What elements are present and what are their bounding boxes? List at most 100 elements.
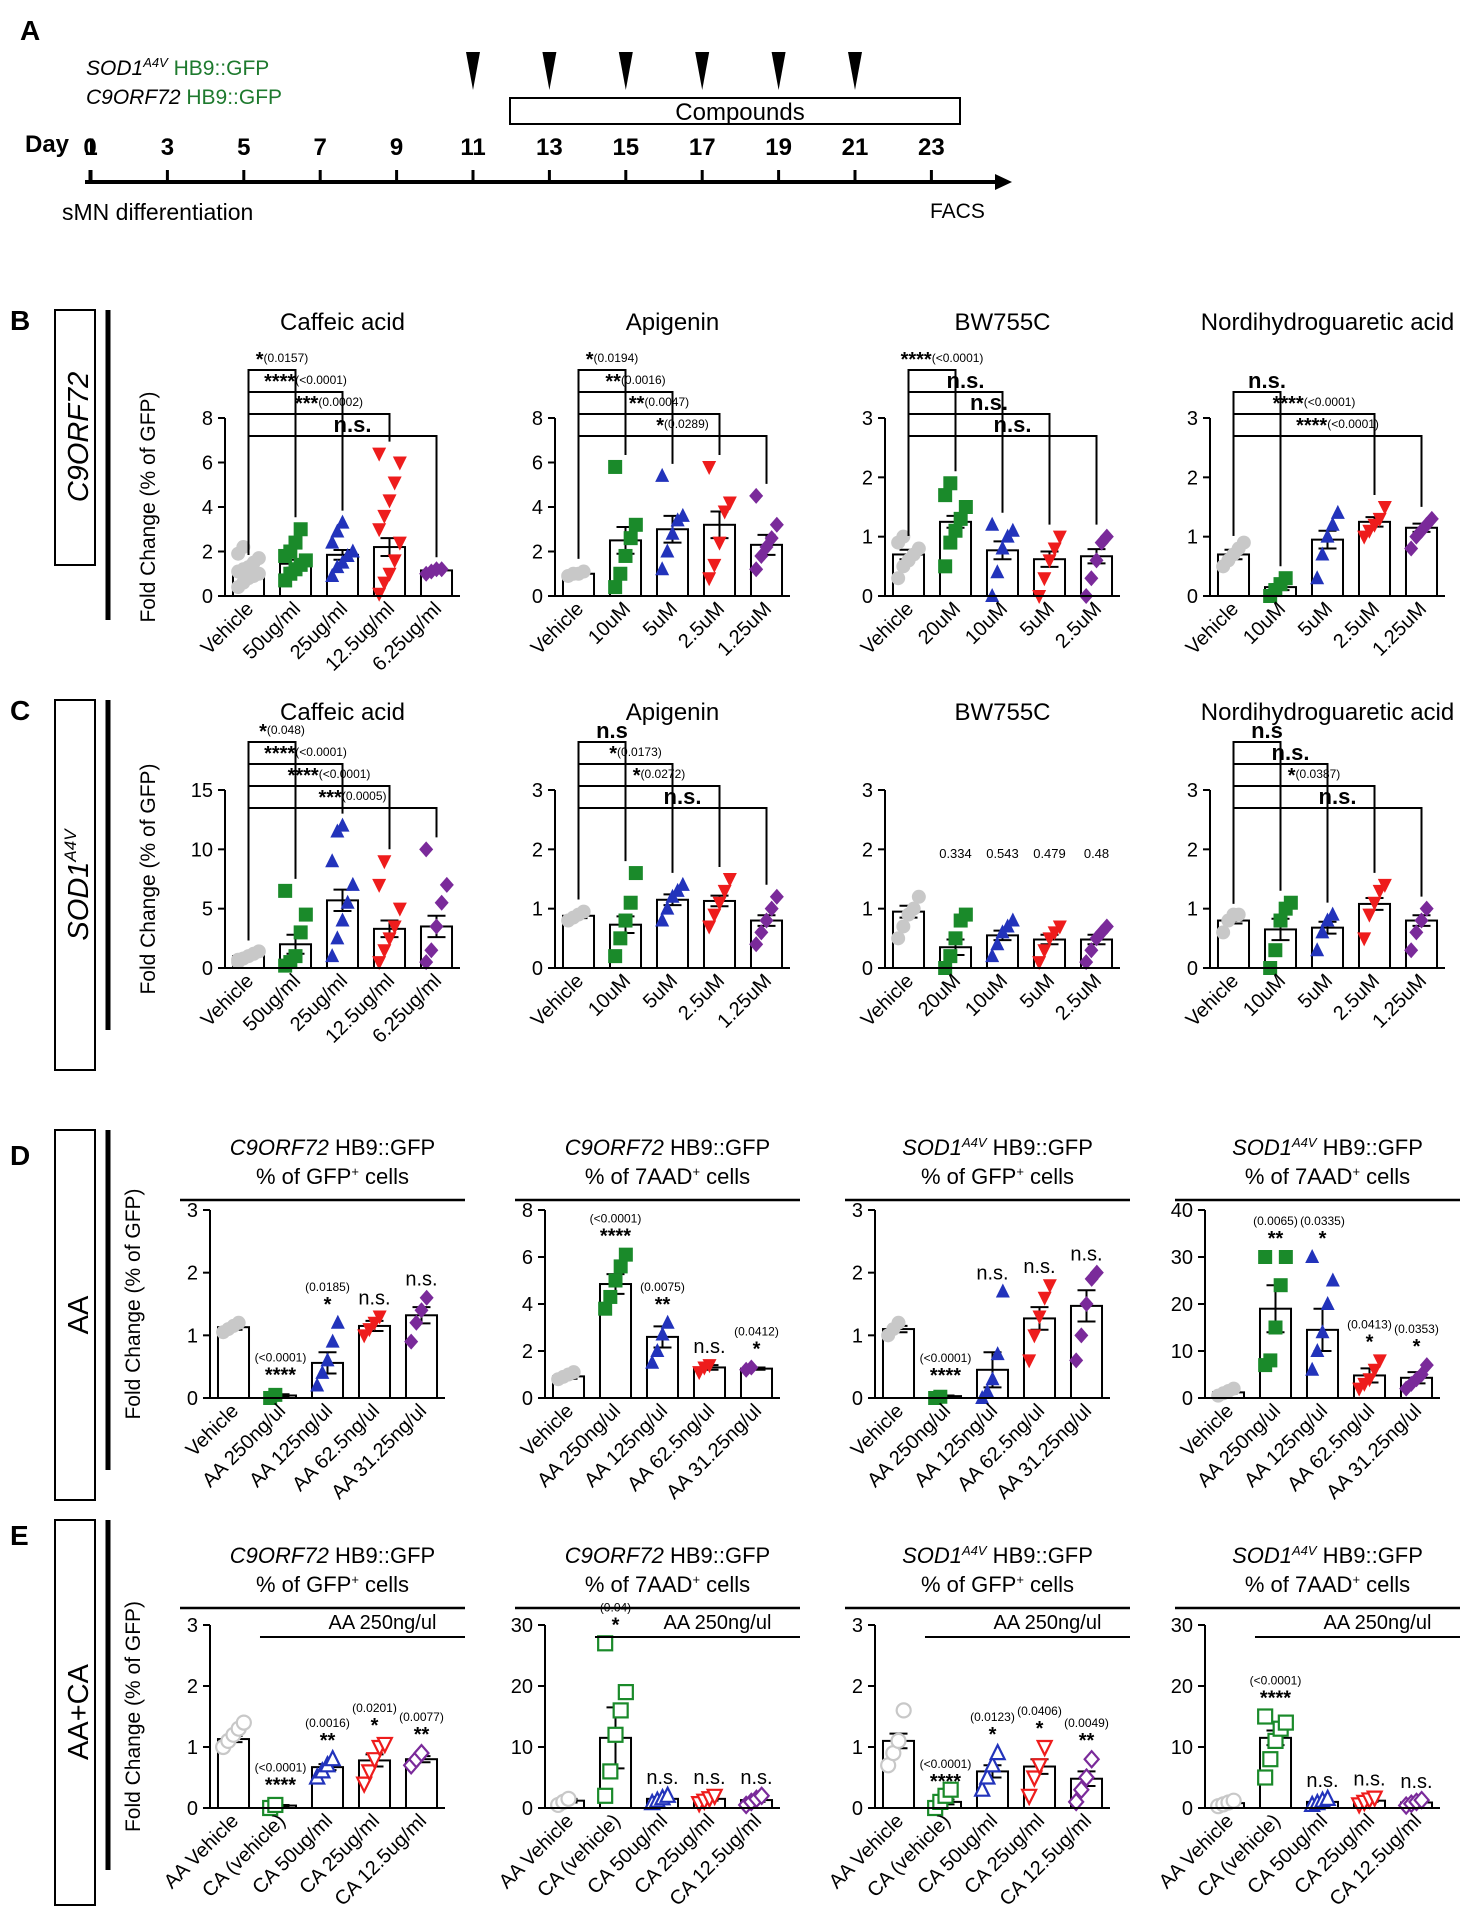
data-point <box>608 949 623 964</box>
data-point <box>906 901 921 916</box>
data-point <box>722 496 737 511</box>
sig-stars: * <box>371 1715 379 1737</box>
data-point <box>325 567 340 582</box>
data-point <box>377 576 392 591</box>
data-point <box>660 1314 675 1329</box>
sig-stars: **** <box>600 1226 631 1248</box>
sig-bracket <box>247 807 438 941</box>
sig-stars: * <box>609 743 617 765</box>
sig-pvalue: (0.0335) <box>1300 1214 1345 1228</box>
subtitle-sup: + <box>692 1164 700 1179</box>
sig-label: **(0.0047) <box>629 393 689 415</box>
data-point <box>749 487 764 504</box>
data-point <box>392 456 407 471</box>
y-tick-label: 4 <box>532 497 543 519</box>
sig-label: n.s. <box>405 1269 437 1291</box>
data-point <box>355 1776 373 1795</box>
data-point <box>759 912 774 929</box>
row-c-sup: A4V <box>61 828 80 863</box>
sig-label: ****(<0.0001) <box>288 765 371 787</box>
sig-stars: *** <box>295 393 319 415</box>
data-point <box>1283 895 1298 910</box>
category-label: 10uM <box>584 598 635 649</box>
data-point <box>1310 570 1325 585</box>
data-point <box>608 1273 623 1288</box>
panel-letter-c: C <box>10 695 30 726</box>
treatment-markers <box>466 52 862 90</box>
row-label-d: AA <box>54 1129 111 1501</box>
data-point <box>372 587 387 602</box>
data-point <box>754 924 769 941</box>
data-point <box>293 522 308 537</box>
sig-pvalue: (0.0077) <box>399 1710 444 1724</box>
data-point <box>891 931 906 946</box>
data-point <box>1231 907 1246 922</box>
data-point <box>288 535 303 550</box>
sig-stars: **** <box>265 1364 296 1386</box>
sig-stars: * <box>324 1294 332 1316</box>
sig-bracket <box>247 369 297 555</box>
data-point <box>1084 570 1099 587</box>
sig-stars: ** <box>655 1294 671 1316</box>
data-point <box>293 925 308 940</box>
y-tick-label: 20 <box>511 1676 533 1698</box>
sig-label: n.s. <box>1400 1771 1432 1793</box>
chart-title: SOD1A4V HB9::GFP <box>1232 1135 1423 1160</box>
data-point <box>943 949 958 964</box>
data-point <box>660 543 675 558</box>
data-point <box>943 535 958 550</box>
y-tick-label: 0 <box>1182 1798 1193 1820</box>
sig-pvalue: (<0.0001) <box>932 351 984 365</box>
data-point <box>613 566 628 581</box>
bar <box>561 914 596 970</box>
compounds-box <box>509 97 961 125</box>
data-point <box>372 878 387 893</box>
line2-gene: C9ORF72 <box>86 86 181 109</box>
data-point <box>372 447 387 462</box>
chart-title: Caffeic acid <box>280 699 405 726</box>
title-gene: SOD1 <box>1232 1543 1292 1568</box>
data-point <box>1330 504 1345 519</box>
sig-stars: n.s. <box>1319 784 1357 809</box>
sig-stars: * <box>633 765 641 787</box>
day-tick-label: 19 <box>765 134 792 161</box>
data-point <box>235 1714 252 1731</box>
sig-pvalue: (0.0005) <box>342 789 387 803</box>
data-point <box>377 855 392 870</box>
data-point <box>1372 512 1387 527</box>
sig-stars: **** <box>901 349 932 371</box>
y-tick-label: 4 <box>522 1294 533 1316</box>
y-tick-label: 0 <box>187 1388 198 1410</box>
chart-title: Nordihydroguaretic acid <box>1201 699 1454 726</box>
chart-title: Caffeic acid <box>280 309 405 336</box>
y-axis-label: Fold Change (% of GFP) <box>122 1601 145 1832</box>
data-point <box>298 907 313 922</box>
row-c-text: SOD1A4V <box>61 828 95 941</box>
sig-stars: n.s. <box>1248 368 1286 393</box>
sig-stars: * <box>1319 1228 1327 1250</box>
y-tick-label: 0 <box>862 958 873 980</box>
data-point <box>231 952 246 967</box>
sig-pvalue: (0.0413) <box>1347 1317 1392 1331</box>
chart-subtitle: % of GFP+ cells <box>921 1164 1074 1189</box>
data-point <box>1027 1329 1042 1344</box>
data-point <box>1367 1363 1382 1378</box>
data-point <box>717 884 732 899</box>
sig-stars: n.s. <box>994 412 1032 437</box>
sig-stars: * <box>612 1614 620 1636</box>
data-point <box>764 900 779 917</box>
data-point <box>340 894 355 909</box>
data-point <box>895 1702 912 1719</box>
data-point <box>650 1343 665 1357</box>
y-tick-label: 2 <box>187 1263 198 1285</box>
data-point <box>655 1326 670 1341</box>
data-point <box>1079 954 1094 971</box>
data-point <box>268 1387 283 1402</box>
y-tick-label: 4 <box>202 497 213 519</box>
data-point <box>251 551 266 566</box>
y-tick-label: 6 <box>522 1247 533 1269</box>
